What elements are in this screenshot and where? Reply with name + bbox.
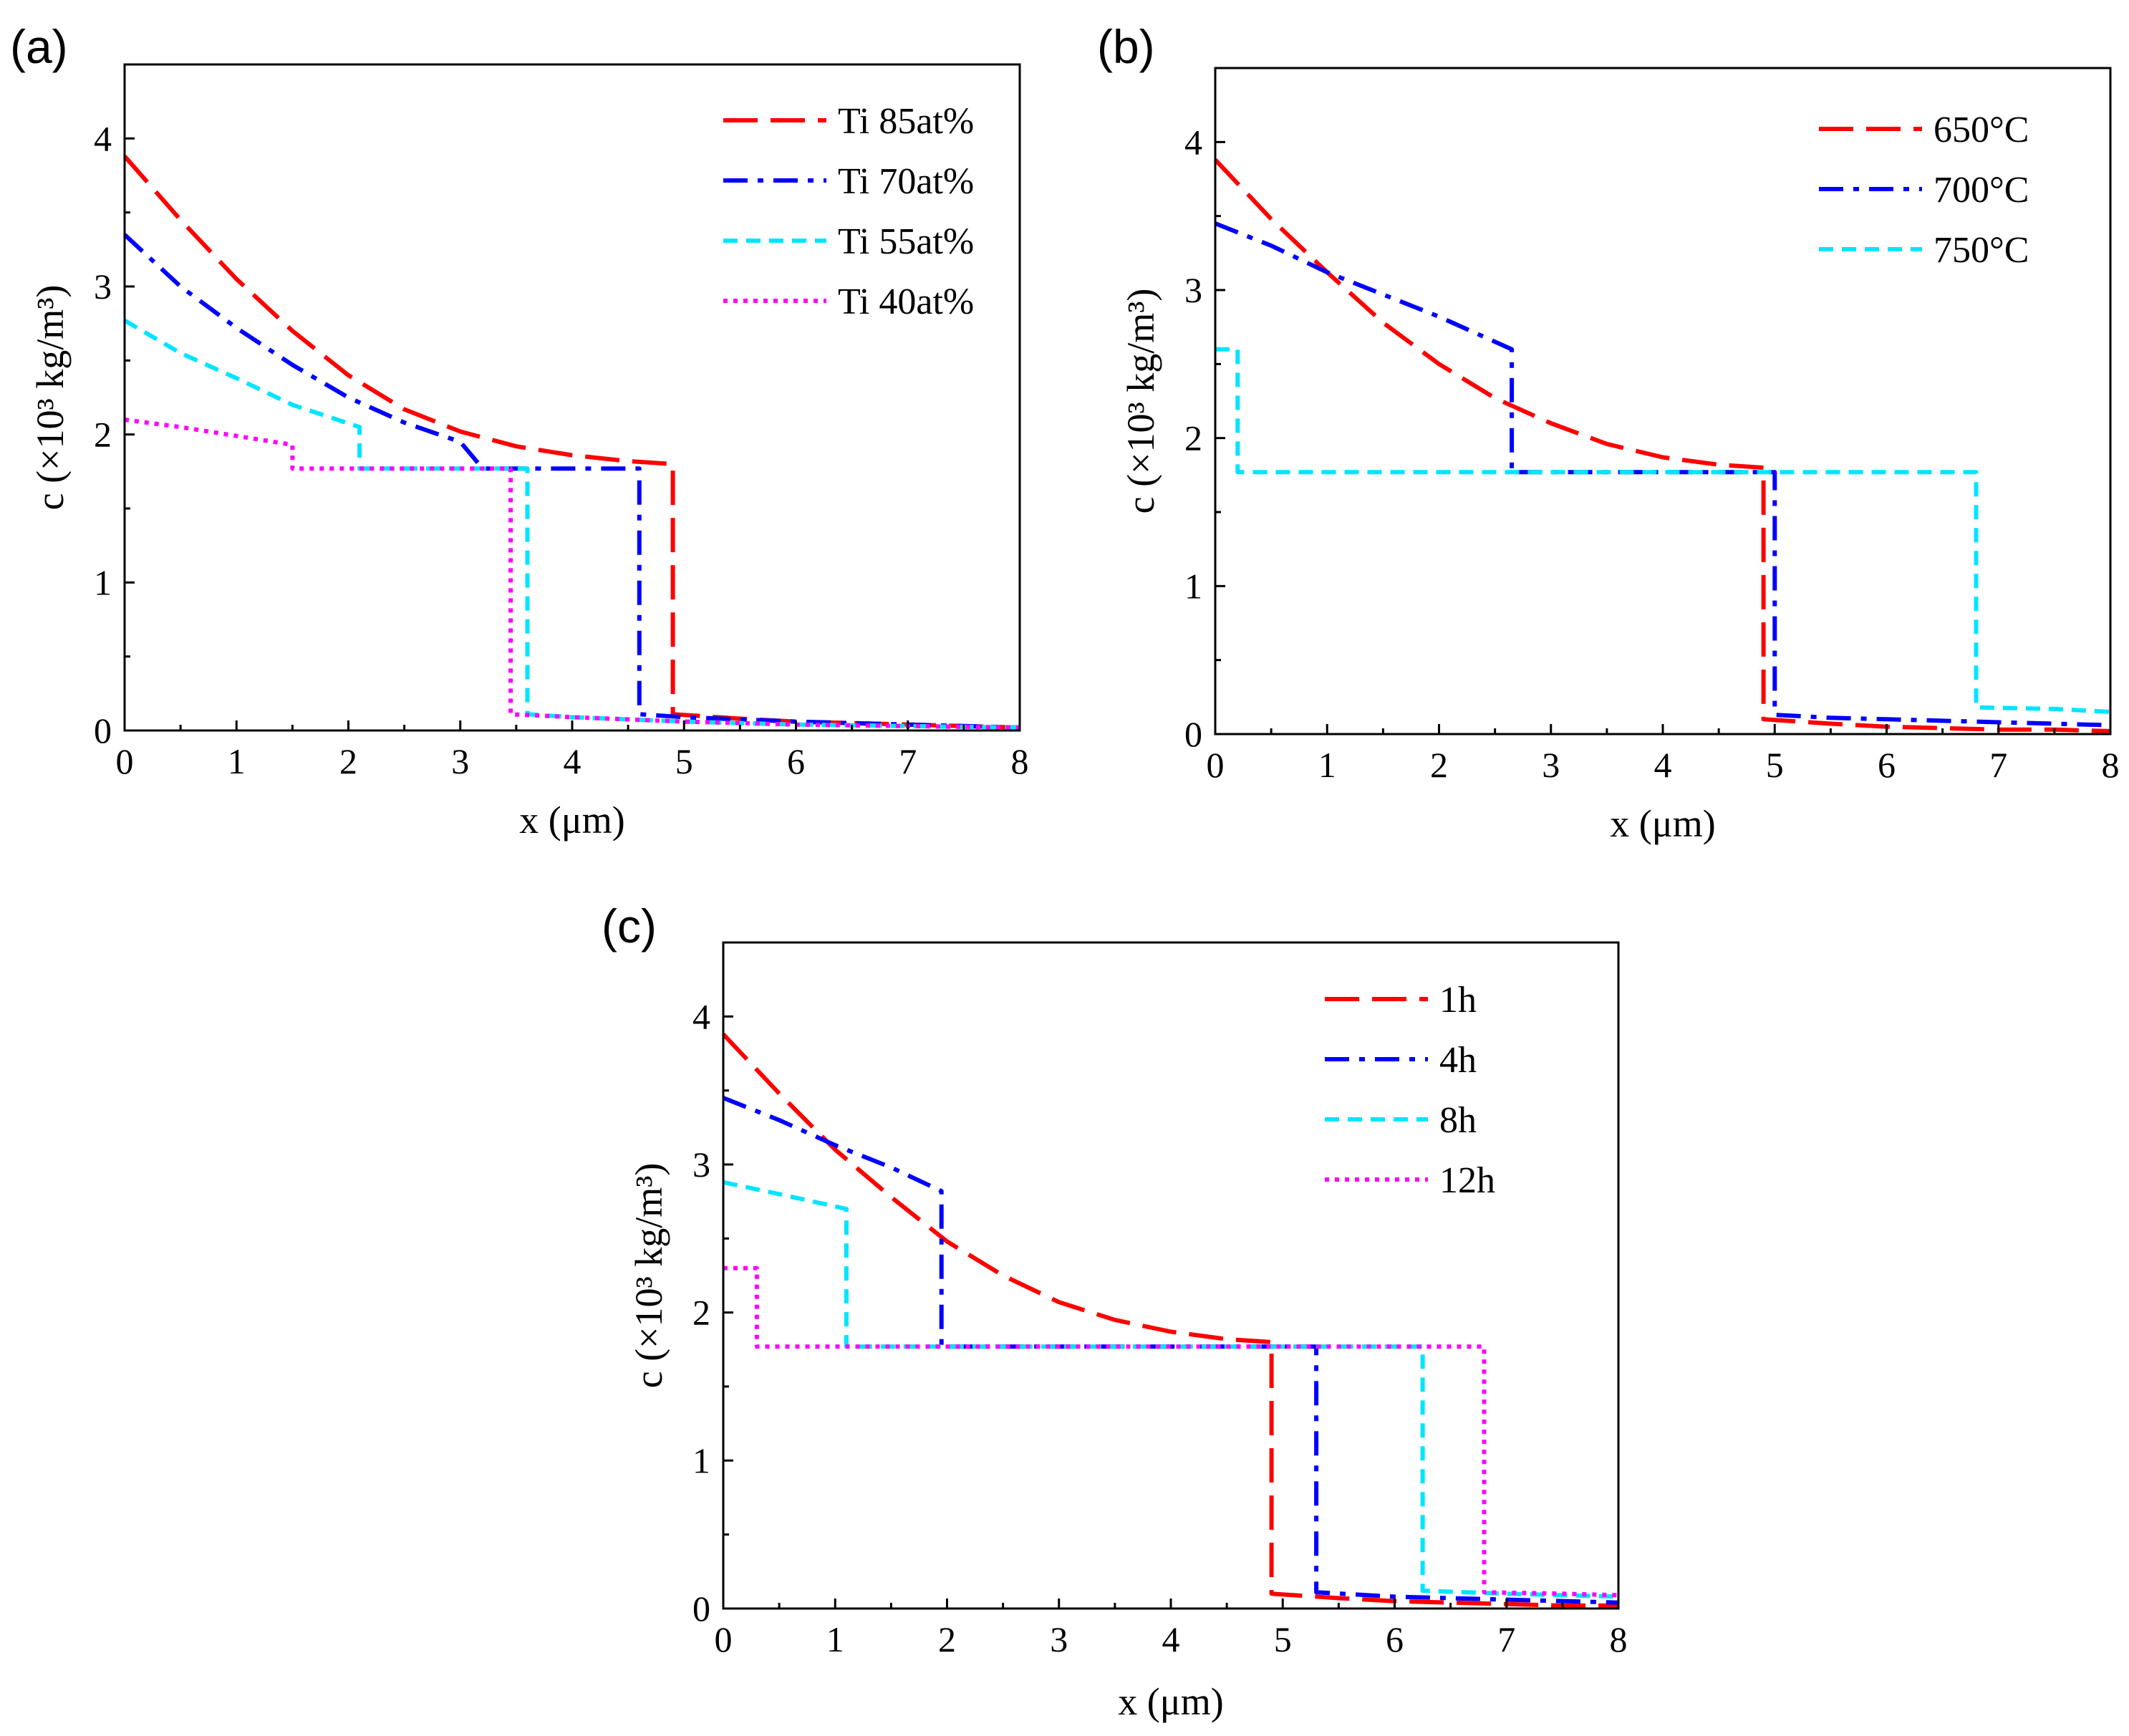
legend-label-a-4: Ti 40at%	[838, 281, 974, 322]
x-axis-label-a: x (μm)	[519, 799, 624, 842]
x-tick-label-c-3: 3	[1050, 1619, 1068, 1659]
y-tick-label-c-3: 3	[692, 1144, 710, 1185]
legend-label-b-2: 700°C	[1934, 170, 2029, 211]
panel-b: (b) 0 1 2 3 4 5 6 7 8 0 1 2 3 4 650°C 700°C 750°C x (μm…	[1097, 20, 2120, 845]
legend-label-c-2: 4h	[1439, 1040, 1477, 1081]
legend-label-b-1: 650°C	[1934, 110, 2029, 150]
legend-a: Ti 85at% Ti 70at% Ti 55at% Ti 40at%	[723, 101, 974, 322]
x-tick-label-c-0: 0	[715, 1619, 733, 1659]
series-line-b-2	[1214, 221, 2111, 728]
x-tick-label-b-5: 5	[1766, 745, 1784, 785]
x-tick-label-a-8: 8	[1011, 741, 1029, 781]
plot-frame-c	[722, 941, 1620, 1610]
x-tick-label-c-5: 5	[1274, 1619, 1292, 1659]
x-tick-label-a-3: 3	[451, 741, 469, 781]
panel-label-b: (b)	[1097, 20, 1155, 73]
y-tick-label-b-4: 4	[1184, 122, 1202, 162]
panel-label-c: (c)	[602, 900, 657, 953]
y-tick-label-a-3: 3	[94, 266, 112, 307]
ticks-c: 0 1 2 3 4 5 6 7 8 0 1 2 3 4	[692, 996, 1628, 1659]
y-tick-label-c-2: 2	[692, 1293, 710, 1333]
y-tick-label-c-4: 4	[692, 996, 710, 1036]
x-tick-label-c-7: 7	[1497, 1619, 1515, 1659]
plot-frame-b	[1214, 67, 2112, 736]
series-line-c-1	[721, 1033, 1618, 1608]
x-tick-label-a-1: 1	[228, 741, 246, 781]
ticks-a: 0 1 2 3 4 5 6 7 8 0 1 2 3 4	[94, 118, 1029, 781]
x-axis-label-c: x (μm)	[1118, 1680, 1223, 1723]
x-tick-label-b-4: 4	[1654, 745, 1672, 785]
x-tick-label-c-4: 4	[1162, 1619, 1180, 1659]
y-tick-label-b-0: 0	[1184, 714, 1202, 754]
series-line-a-2	[122, 233, 1020, 730]
y-tick-label-c-0: 0	[692, 1588, 710, 1629]
x-tick-label-b-7: 7	[1989, 745, 2007, 785]
series-line-c-3	[723, 1180, 1619, 1599]
legend-label-c-1: 1h	[1439, 980, 1477, 1021]
legend-label-a-3: Ti 55at%	[838, 221, 974, 262]
y-tick-label-b-1: 1	[1184, 566, 1202, 606]
legend-label-c-3: 8h	[1439, 1100, 1477, 1141]
x-tick-label-c-8: 8	[1610, 1619, 1628, 1659]
x-tick-label-c-1: 1	[826, 1619, 844, 1659]
plot-area-a	[122, 155, 1020, 730]
x-tick-label-b-3: 3	[1542, 745, 1560, 785]
legend-label-c-4: 12h	[1439, 1160, 1495, 1201]
y-axis-label-a: c (×10³ kg/m³)	[29, 285, 72, 511]
x-tick-label-a-2: 2	[339, 741, 357, 781]
panel-a: (a) 0 1 2 3 4 5 6 7 8 0 1 2 3 4 Ti 85at% Ti 70at% Ti 55…	[10, 20, 1029, 842]
panel-label-a: (a)	[10, 20, 68, 73]
x-tick-label-c-6: 6	[1386, 1619, 1404, 1659]
y-tick-label-a-2: 2	[94, 415, 112, 455]
x-tick-label-c-2: 2	[938, 1619, 956, 1659]
y-axis-label-c: c (×10³ kg/m³)	[627, 1163, 670, 1389]
panel-c: (c) 0 1 2 3 4 5 6 7 8 0 1 2 3 4 1h 4h 8h 12h x (μm) c (×…	[602, 900, 1628, 1723]
x-tick-label-b-1: 1	[1318, 745, 1336, 785]
series-line-b-3	[1215, 347, 2111, 714]
x-tick-label-a-6: 6	[787, 741, 805, 781]
y-tick-label-a-1: 1	[94, 562, 112, 602]
legend-label-a-2: Ti 70at%	[838, 161, 974, 202]
x-tick-label-a-5: 5	[675, 741, 693, 781]
x-tick-label-b-0: 0	[1207, 745, 1225, 785]
legend-c: 1h 4h 8h 12h	[1325, 980, 1495, 1201]
legend-label-b-3: 750°C	[1934, 230, 2029, 271]
y-tick-label-a-4: 4	[94, 118, 112, 158]
x-tick-label-a-4: 4	[564, 741, 581, 781]
y-tick-label-b-2: 2	[1184, 418, 1202, 458]
y-tick-label-a-0: 0	[94, 710, 112, 751]
ticks-b: 0 1 2 3 4 5 6 7 8 0 1 2 3 4	[1184, 122, 2120, 785]
series-line-a-4	[124, 418, 1020, 730]
series-line-c-2	[722, 1096, 1619, 1605]
x-tick-label-b-8: 8	[2102, 745, 2120, 785]
x-tick-label-a-7: 7	[899, 741, 917, 781]
y-tick-label-b-3: 3	[1184, 270, 1202, 310]
legend-label-a-1: Ti 85at%	[838, 101, 974, 142]
x-tick-label-a-0: 0	[116, 741, 134, 781]
y-axis-label-b: c (×10³ kg/m³)	[1119, 289, 1162, 514]
plot-area-b	[1213, 158, 2111, 733]
series-line-a-3	[123, 318, 1020, 730]
y-tick-label-c-1: 1	[692, 1440, 710, 1480]
x-tick-label-b-2: 2	[1430, 745, 1448, 785]
legend-b: 650°C 700°C 750°C	[1819, 110, 2029, 271]
x-axis-label-b: x (μm)	[1610, 802, 1715, 845]
series-line-c-4	[723, 1265, 1619, 1598]
plot-area-c	[721, 1033, 1619, 1608]
x-tick-label-b-6: 6	[1878, 745, 1896, 785]
series-line-b-1	[1213, 158, 2111, 733]
